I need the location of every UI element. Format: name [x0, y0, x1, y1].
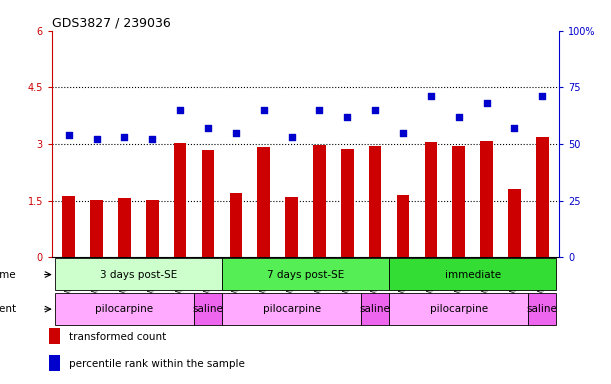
- Text: saline: saline: [360, 304, 390, 314]
- Point: [538, 93, 547, 99]
- Bar: [90, 200, 103, 257]
- Point: [481, 100, 491, 106]
- Bar: [453, 146, 465, 257]
- Point: [203, 125, 213, 131]
- Point: [287, 134, 296, 140]
- Bar: [536, 137, 549, 257]
- Bar: [118, 198, 131, 257]
- Bar: [480, 141, 493, 257]
- Point: [315, 107, 324, 113]
- Point: [342, 114, 352, 120]
- Bar: [257, 147, 270, 257]
- Text: 7 days post-SE: 7 days post-SE: [267, 270, 344, 280]
- Text: pilocarpine: pilocarpine: [263, 304, 321, 314]
- Bar: [49, 355, 60, 371]
- Point: [370, 107, 380, 113]
- Bar: [202, 150, 214, 257]
- Point: [64, 132, 73, 138]
- Bar: [55, 293, 194, 324]
- Bar: [369, 146, 381, 257]
- Text: percentile rank within the sample: percentile rank within the sample: [69, 359, 245, 369]
- Bar: [508, 189, 521, 257]
- Bar: [230, 193, 242, 257]
- Point: [147, 136, 157, 142]
- Text: pilocarpine: pilocarpine: [430, 304, 488, 314]
- Bar: [389, 258, 556, 290]
- Bar: [529, 293, 556, 324]
- Bar: [341, 149, 354, 257]
- Text: immediate: immediate: [445, 270, 501, 280]
- Text: pilocarpine: pilocarpine: [95, 304, 153, 314]
- Point: [510, 125, 519, 131]
- Point: [120, 134, 130, 140]
- Point: [175, 107, 185, 113]
- Bar: [62, 196, 75, 257]
- Point: [454, 114, 464, 120]
- Bar: [146, 200, 158, 257]
- Bar: [222, 258, 389, 290]
- Text: GDS3827 / 239036: GDS3827 / 239036: [52, 17, 170, 30]
- Text: time: time: [0, 270, 16, 280]
- Bar: [222, 293, 361, 324]
- Bar: [389, 293, 529, 324]
- Bar: [55, 258, 222, 290]
- Bar: [361, 293, 389, 324]
- Point: [259, 107, 269, 113]
- Bar: [313, 145, 326, 257]
- Bar: [397, 195, 409, 257]
- Bar: [174, 143, 186, 257]
- Point: [92, 136, 101, 142]
- Point: [231, 129, 241, 136]
- Text: saline: saline: [527, 304, 558, 314]
- Text: agent: agent: [0, 304, 16, 314]
- Text: saline: saline: [192, 304, 224, 314]
- Bar: [425, 142, 437, 257]
- Bar: [285, 197, 298, 257]
- Text: transformed count: transformed count: [69, 332, 166, 342]
- Point: [426, 93, 436, 99]
- Point: [398, 129, 408, 136]
- Bar: [49, 328, 60, 344]
- Text: 3 days post-SE: 3 days post-SE: [100, 270, 177, 280]
- Bar: [194, 293, 222, 324]
